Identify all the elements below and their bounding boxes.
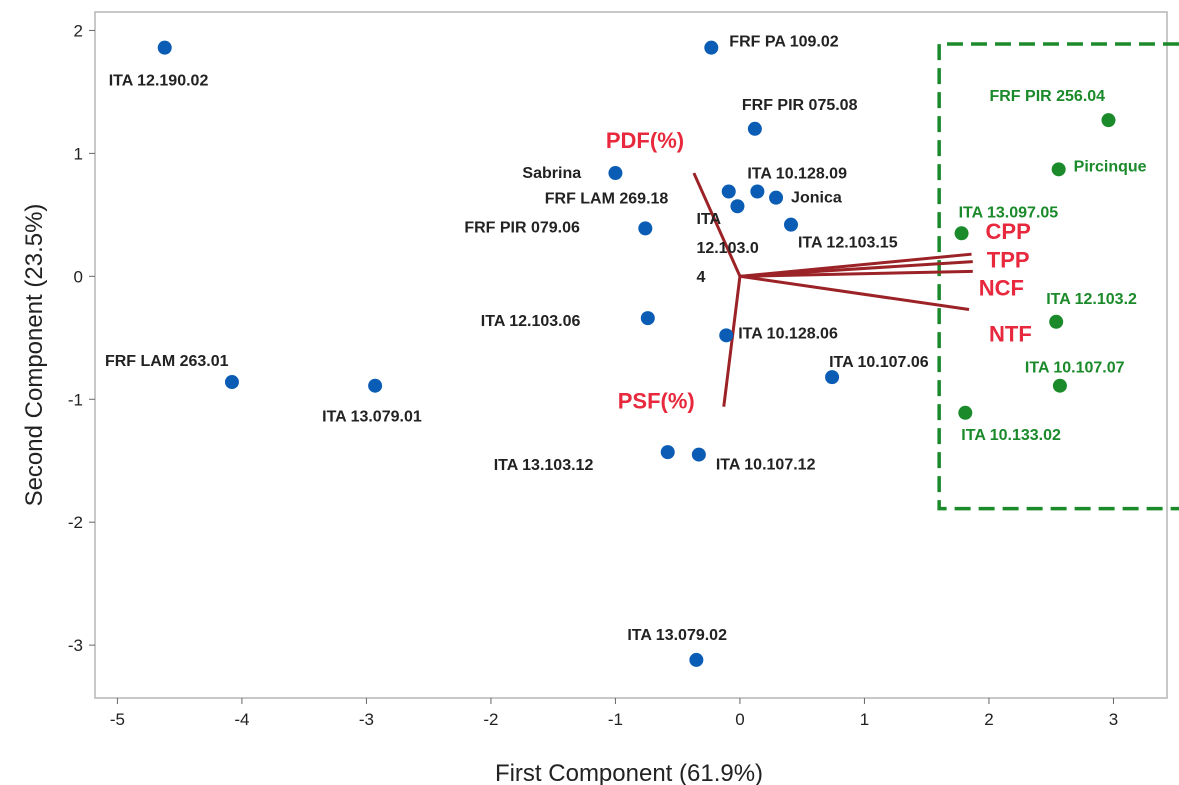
point-ita-10-133-02 bbox=[958, 405, 973, 420]
point-label-frf-pa-109-02: FRF PA 109.02 bbox=[729, 34, 838, 51]
y-tick-label: 1 bbox=[74, 144, 83, 163]
point-label-ita-10-107-07: ITA 10.107.07 bbox=[1025, 360, 1125, 377]
point-label-ita-13-079-01: ITA 13.079.01 bbox=[322, 409, 422, 426]
vector-tpp bbox=[739, 260, 973, 278]
point-label-frf-pir-075-08: FRF PIR 075.08 bbox=[742, 97, 858, 114]
x-tick-label: 2 bbox=[984, 710, 993, 729]
point-ita-13-097-05 bbox=[954, 226, 969, 241]
point-pircinque bbox=[1051, 162, 1066, 177]
point-ita-12-103-04 bbox=[730, 199, 745, 214]
point-ita-10-128-06 bbox=[719, 328, 734, 343]
point-label-ita-12-103-04: 12.103.0 bbox=[696, 240, 758, 257]
point-label-ita-12-103-04: ITA bbox=[696, 211, 721, 228]
y-axis-title: Second Component (23.5%) bbox=[21, 204, 48, 507]
point-label-frf-pir-079-06: FRF PIR 079.06 bbox=[464, 219, 580, 236]
y-tick-label: 2 bbox=[74, 21, 83, 40]
point-label-ita-13-103-12: ITA 13.103.12 bbox=[494, 457, 594, 474]
point-jonica bbox=[769, 190, 784, 205]
point-label-ita-10-128-06: ITA 10.128.06 bbox=[738, 325, 838, 342]
point-label-ita-12-103-2: ITA 12.103.2 bbox=[1046, 291, 1137, 308]
vector-label-cpp: CPP bbox=[986, 219, 1031, 244]
vector-pdf bbox=[692, 172, 742, 277]
point-ita-13-103-12 bbox=[660, 445, 675, 460]
vector-label-pdf: PDF(%) bbox=[606, 128, 684, 153]
point-ita-12-103-2 bbox=[1049, 314, 1064, 329]
x-tick-label: -2 bbox=[483, 710, 498, 729]
point-ita-12-103-15 bbox=[783, 217, 798, 232]
y-tick-label: -2 bbox=[68, 513, 83, 532]
point-label-ita-10-128-09: ITA 10.128.09 bbox=[747, 165, 847, 182]
vector-label-tpp: TPP bbox=[987, 248, 1030, 273]
vector-psf bbox=[722, 276, 742, 407]
vector-label-psf: PSF(%) bbox=[618, 389, 695, 414]
vector-ntf bbox=[739, 274, 970, 311]
x-tick-label: 0 bbox=[735, 710, 744, 729]
point-ita-10-107-07 bbox=[1052, 378, 1067, 393]
point-ita-12-103-06 bbox=[640, 311, 655, 326]
x-tick-label: -5 bbox=[110, 710, 125, 729]
point-label-ita-12-103-15: ITA 12.103.15 bbox=[798, 235, 898, 252]
x-tick-label: 3 bbox=[1109, 710, 1118, 729]
point-label-ita-13-097-05: ITA 13.097.05 bbox=[959, 204, 1059, 221]
point-label-frf-lam-269-18: FRF LAM 269.18 bbox=[545, 190, 669, 207]
point-ita-10-107-06 bbox=[825, 370, 840, 385]
x-axis-title: First Component (61.9%) bbox=[495, 760, 763, 785]
point-frf-pir-079-06 bbox=[638, 221, 653, 236]
x-tick-label: -1 bbox=[608, 710, 623, 729]
y-tick-label: 0 bbox=[74, 267, 83, 286]
point-ita-12-190-02 bbox=[157, 40, 172, 55]
highlight-region-box bbox=[937, 42, 1179, 511]
point-label-ita-10-133-02: ITA 10.133.02 bbox=[961, 427, 1061, 444]
point-label-pircinque: Pircinque bbox=[1074, 158, 1147, 175]
point-label-ita-10-107-06: ITA 10.107.06 bbox=[829, 354, 929, 371]
point-label-jonica: Jonica bbox=[791, 190, 842, 207]
point-ita-10-128-09 bbox=[750, 184, 765, 199]
point-label-ita-12-103-06: ITA 12.103.06 bbox=[481, 313, 581, 330]
point-frf-pa-109-02 bbox=[704, 40, 719, 55]
vector-label-ncf: NCF bbox=[979, 275, 1024, 300]
point-label-ita-12-190-02: ITA 12.190.02 bbox=[109, 73, 209, 90]
point-frf-pir-075-08 bbox=[747, 121, 762, 136]
point-frf-lam-263-01 bbox=[224, 375, 239, 390]
x-tick-label: 1 bbox=[860, 710, 869, 729]
point-label-frf-lam-263-01: FRF LAM 263.01 bbox=[105, 353, 229, 370]
x-tick-label: -4 bbox=[234, 710, 249, 729]
point-label-ita-13-079-02: ITA 13.079.02 bbox=[627, 627, 727, 644]
point-label-ita-10-107-12: ITA 10.107.12 bbox=[716, 457, 816, 474]
y-tick-label: -3 bbox=[68, 636, 83, 655]
point-label-ita-12-103-04: 4 bbox=[696, 269, 705, 286]
point-sabrina bbox=[608, 166, 623, 181]
plot-frame bbox=[94, 11, 1168, 699]
point-frf-lam-269-18 bbox=[721, 184, 736, 199]
x-tick-label: -3 bbox=[359, 710, 374, 729]
point-ita-13-079-01 bbox=[368, 378, 383, 393]
vector-ncf bbox=[739, 269, 973, 278]
y-tick-label: -1 bbox=[68, 390, 83, 409]
point-ita-10-107-12 bbox=[691, 447, 706, 462]
point-frf-pir-256-04 bbox=[1101, 113, 1116, 128]
point-label-sabrina: Sabrina bbox=[522, 165, 581, 182]
point-label-frf-pir-256-04: FRF PIR 256.04 bbox=[989, 88, 1105, 105]
vector-label-ntf: NTF bbox=[989, 322, 1032, 347]
point-ita-13-079-02 bbox=[689, 652, 704, 667]
